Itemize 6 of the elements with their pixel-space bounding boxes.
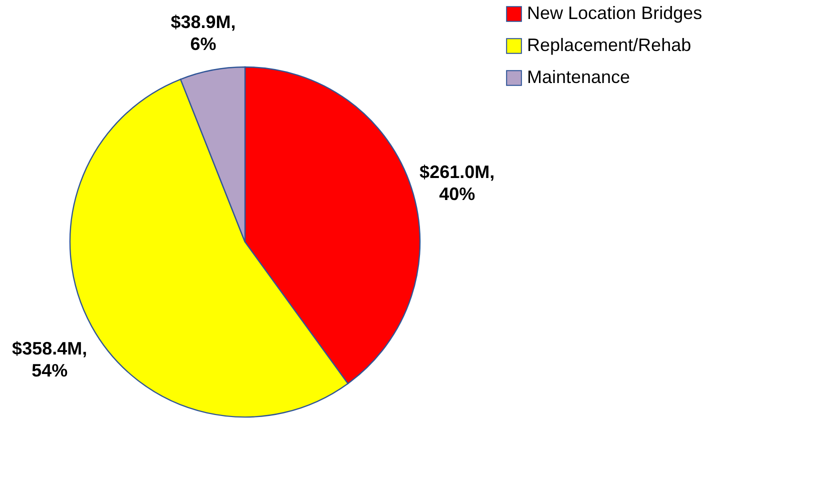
legend-label: Replacement/Rehab: [527, 35, 692, 55]
legend-label: Maintenance: [527, 67, 630, 87]
data-label: $358.4M, 54%: [12, 338, 88, 380]
legend-label: New Location Bridges: [527, 3, 702, 23]
data-label: $38.9M, 6%: [170, 12, 236, 54]
data-label: $261.0M, 40%: [420, 162, 495, 204]
